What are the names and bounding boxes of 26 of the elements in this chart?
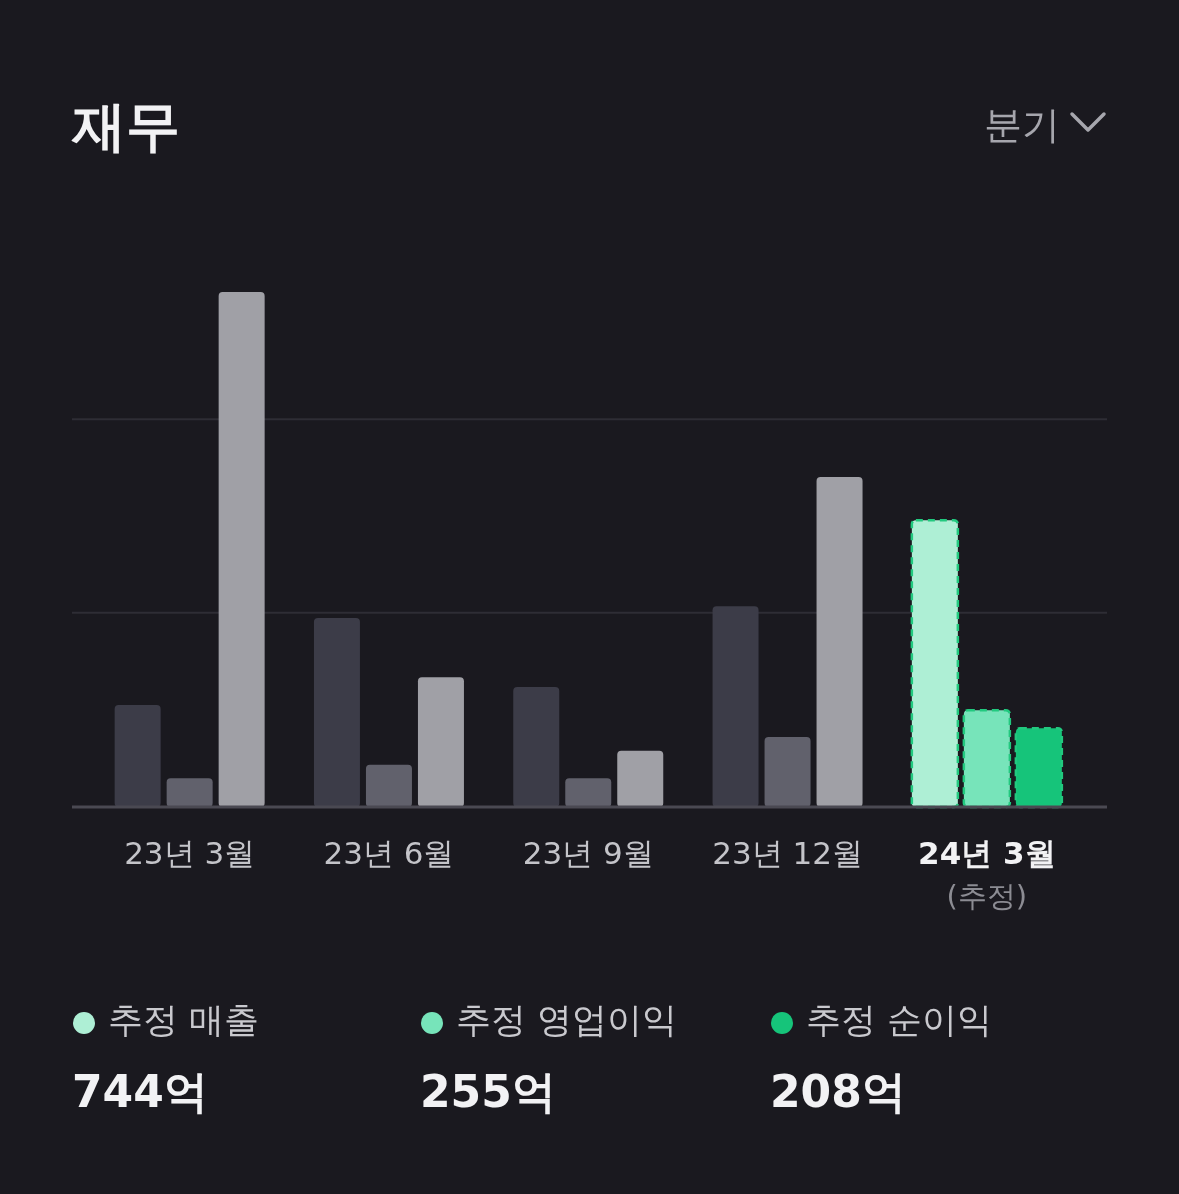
x-tick-label: 23년 3월 — [124, 835, 256, 871]
text: 744억 — [72, 1066, 208, 1117]
bar — [617, 750, 664, 807]
chart-subtitle: 분기 — [984, 103, 1060, 147]
bar — [565, 778, 612, 807]
bar — [365, 764, 412, 807]
bar — [114, 705, 161, 807]
chart-title: 재무 — [71, 95, 180, 158]
bar — [712, 606, 759, 807]
bar — [218, 292, 265, 807]
bar — [513, 687, 560, 807]
bar — [166, 778, 213, 807]
x-tick-label: 24년 3월 — [918, 835, 1056, 871]
legend-label: 추정 순이익 — [806, 1000, 993, 1040]
x-tick-label: 23년 6월 — [323, 835, 455, 871]
text: 208억 — [770, 1066, 906, 1117]
text: 255억 — [420, 1066, 556, 1117]
x-tick-label: 23년 9월 — [522, 835, 654, 871]
legend-label: 추정 영업이익 — [456, 1000, 678, 1040]
text: (추정) — [946, 879, 1028, 913]
legend-label: 추정 매출 — [108, 1000, 260, 1040]
x-tick-label: 23년 12월 — [712, 835, 863, 871]
bar — [417, 677, 464, 807]
bar — [764, 736, 811, 807]
bar — [816, 476, 863, 807]
bar — [313, 618, 360, 807]
